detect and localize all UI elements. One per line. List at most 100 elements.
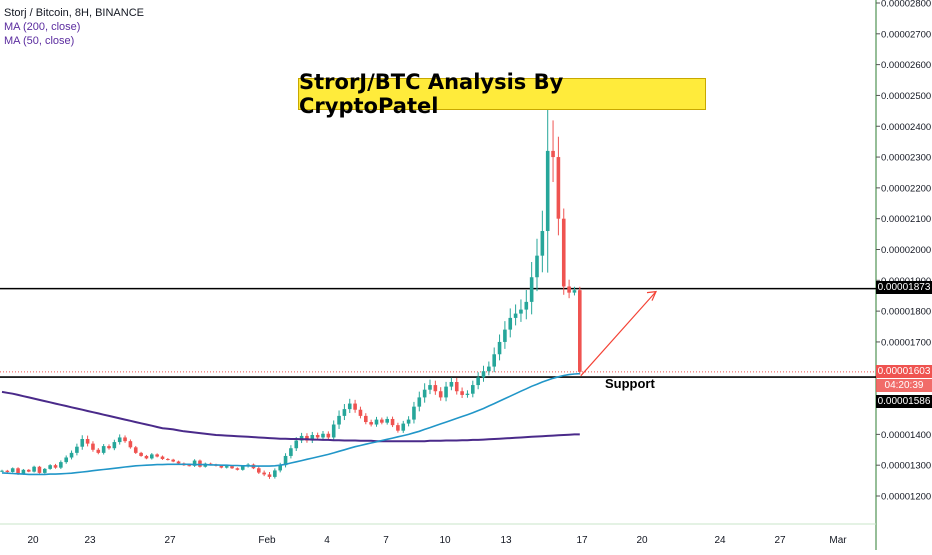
candle-body: [289, 448, 293, 456]
time-tick-label: 24: [714, 535, 726, 546]
projection-arrowhead: [646, 290, 657, 301]
candle-body: [406, 419, 411, 424]
candle-body: [310, 434, 315, 441]
candle-body: [390, 418, 395, 426]
candle-body: [16, 468, 20, 475]
candle-body: [524, 301, 529, 310]
candle-body: [305, 435, 309, 441]
ma200-label[interactable]: MA (200, close): [4, 21, 81, 33]
candle-body: [460, 391, 464, 395]
candle-body: [198, 460, 202, 467]
price-tick-label: 0.00001700: [881, 337, 931, 348]
time-tick-label: 10: [439, 535, 451, 546]
candle-body: [26, 469, 31, 472]
candle-body: [37, 466, 42, 473]
candle-body: [572, 290, 577, 293]
last-price-tag: 0.00001603: [876, 365, 932, 378]
candle-body: [529, 277, 534, 302]
time-tick-label: 4: [324, 535, 330, 546]
time-tick-label: 13: [500, 535, 512, 546]
candle-body: [48, 465, 52, 469]
candle-body: [428, 385, 432, 390]
support-label: Support: [605, 376, 655, 391]
candle-body: [176, 461, 181, 464]
candle-body: [128, 441, 133, 448]
candle-body: [235, 468, 240, 470]
candle-body: [112, 442, 117, 449]
analysis-title-banner: StrorJ/BTC Analysis By CryptoPatel: [298, 70, 706, 118]
candle-body: [535, 255, 539, 278]
candle-body: [59, 462, 63, 468]
candle-body: [556, 157, 561, 219]
candle-body: [481, 371, 486, 378]
candle-body: [385, 418, 389, 423]
candle-body: [444, 386, 448, 398]
time-tick-label: 7: [383, 535, 389, 546]
price-tick-label: 0.00002000: [881, 245, 931, 256]
price-tick-label: 0.00001800: [881, 307, 931, 318]
candle-body: [69, 452, 74, 458]
candle-body: [438, 391, 443, 398]
time-tick-label: Feb: [258, 535, 276, 546]
price-tick-label: 0.00001200: [881, 492, 931, 503]
candle-body: [465, 393, 470, 395]
price-tick-label: 0.00002800: [881, 0, 931, 10]
candle-body: [476, 377, 480, 386]
candle-body: [508, 317, 513, 330]
price-tick-label: 0.00002500: [881, 91, 931, 102]
candle-body: [85, 438, 90, 444]
candle-body: [53, 465, 58, 468]
candle-body: [123, 437, 127, 442]
candle-body: [315, 434, 320, 438]
candle-body: [519, 309, 523, 314]
candle-body: [412, 406, 416, 420]
candle-body: [192, 460, 197, 466]
time-tick-label: 27: [164, 535, 176, 546]
candle-body: [5, 470, 10, 472]
symbol-label[interactable]: Storj / Bitcoin, 8H, BINANCE: [4, 7, 144, 19]
candle-body: [331, 424, 336, 438]
candle-body: [513, 313, 518, 318]
candle-body: [21, 469, 26, 475]
candle-body: [417, 397, 422, 407]
candle-body: [492, 354, 496, 367]
candle-body: [540, 231, 545, 256]
candle-body: [561, 218, 566, 287]
candle-body: [150, 454, 154, 459]
candle-body: [96, 449, 101, 453]
candle-body: [75, 446, 79, 453]
candle-body: [353, 403, 357, 410]
candle-body: [449, 381, 454, 387]
candle-body: [337, 415, 341, 425]
price-tick-label: 0.00002100: [881, 214, 931, 225]
candle-body: [487, 366, 491, 372]
candle-body: [64, 457, 68, 463]
support-price-tag: 0.00001586: [876, 395, 932, 408]
ma200-line: [1, 390, 580, 443]
candle-body: [219, 465, 224, 468]
price-tick-label: 0.00002700: [881, 29, 931, 40]
candle-body: [283, 455, 288, 466]
price-tick-label: 0.00002200: [881, 183, 931, 194]
candle-body: [278, 465, 282, 471]
price-tick-label: 0.00001300: [881, 461, 931, 472]
candle-body: [545, 150, 550, 232]
candle-body: [91, 443, 95, 450]
price-tick-label: 0.00001400: [881, 430, 931, 441]
candle-body: [262, 472, 266, 475]
price-tick-label: 0.00002400: [881, 122, 931, 133]
candle-body: [0, 470, 4, 472]
candle-body: [273, 470, 277, 477]
candle-body: [43, 468, 47, 473]
candle-body: [187, 465, 192, 467]
ma50-label[interactable]: MA (50, close): [4, 35, 75, 47]
time-tick-label: Mar: [829, 535, 847, 546]
candle-body: [347, 403, 352, 410]
candle-body: [401, 423, 406, 431]
time-tick-label: 20: [636, 535, 648, 546]
candle-body: [139, 452, 143, 456]
candle-body: [32, 466, 36, 472]
candle-body: [380, 419, 384, 423]
price-tick-label: 0.00002600: [881, 60, 931, 71]
candle-body: [433, 385, 438, 392]
